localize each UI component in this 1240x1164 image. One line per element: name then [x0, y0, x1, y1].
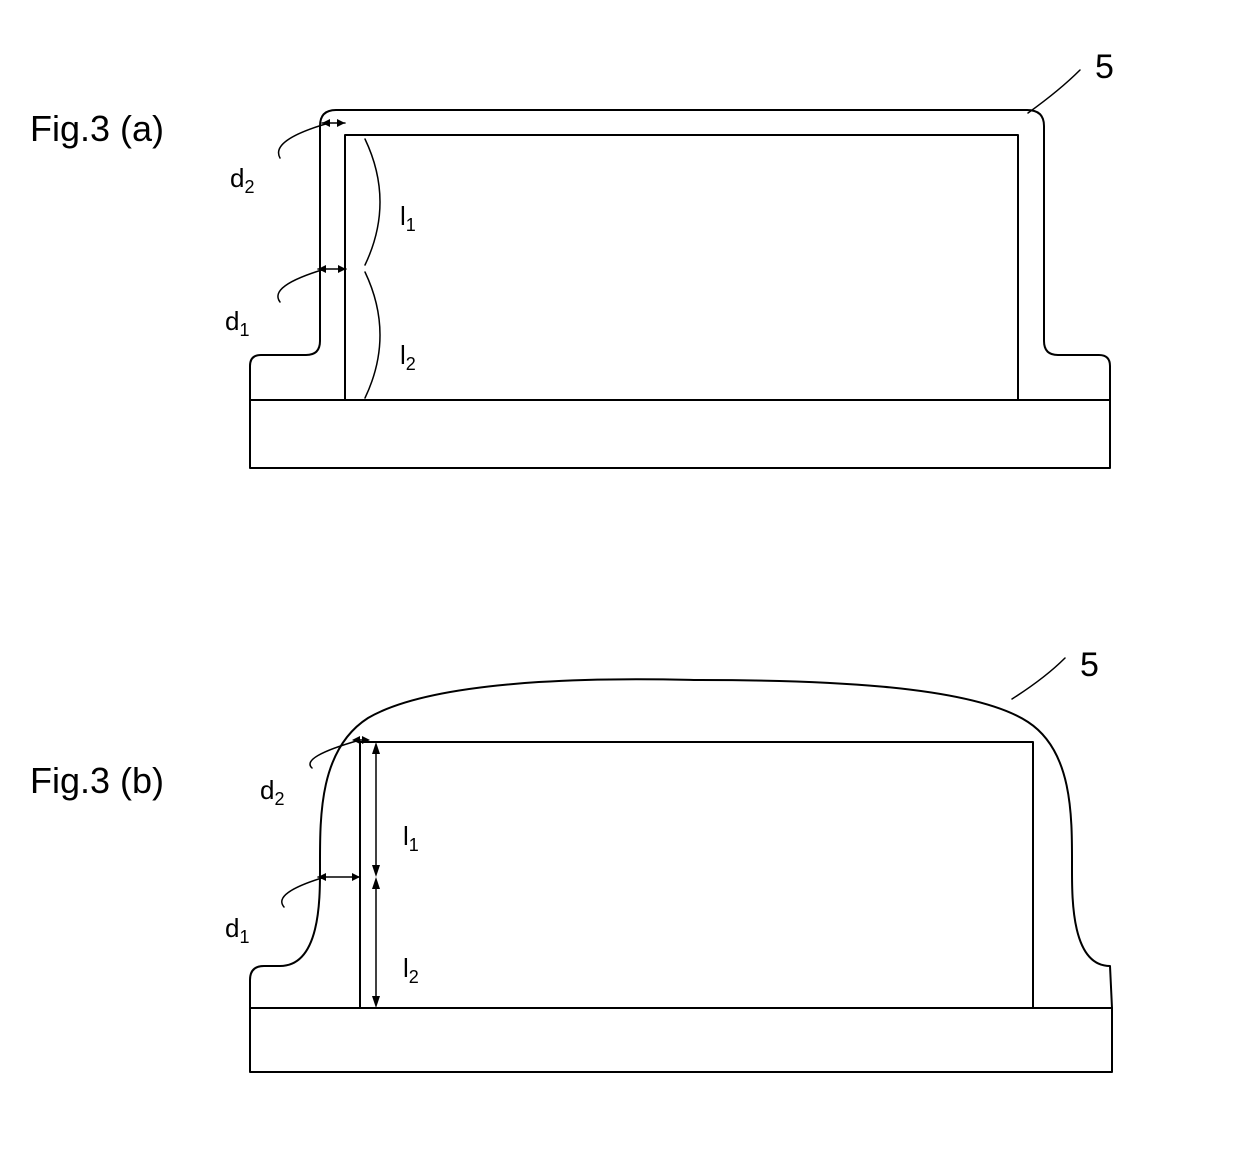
label-sub-2: 2 — [406, 354, 416, 374]
figure-b-d1-label: d1 — [225, 913, 249, 948]
figure-b-diagram — [190, 640, 1120, 1080]
label-d: d — [225, 913, 239, 943]
label-d: d — [230, 163, 244, 193]
figure-a-d1-label: d1 — [225, 306, 249, 341]
figure-b-l1-label: l1 — [403, 821, 419, 856]
label-sub-2: 2 — [274, 789, 284, 809]
label-sub-2: 2 — [244, 177, 254, 197]
figure-a-l2-label: l2 — [400, 340, 416, 375]
label-sub-1: 1 — [409, 835, 419, 855]
label-sub-1: 1 — [406, 215, 416, 235]
figure-a-diagram — [190, 60, 1120, 490]
figure-b-5-label: 5 — [1080, 646, 1099, 685]
figure-a-title: Fig.3 (a) — [30, 108, 164, 150]
figure-a-l1-label: l1 — [400, 201, 416, 236]
label-sub-2: 2 — [409, 967, 419, 987]
label-d: d — [225, 306, 239, 336]
figure-b-title: Fig.3 (b) — [30, 760, 164, 802]
label-sub-1: 1 — [239, 927, 249, 947]
figure-a-5-label: 5 — [1095, 48, 1114, 87]
label-sub-1: 1 — [239, 320, 249, 340]
page: Fig.3 (a) d2 d1 l1 l2 — [0, 0, 1240, 1164]
figure-b-d2-label: d2 — [260, 775, 284, 810]
figure-b-l2-label: l2 — [403, 953, 419, 988]
figure-a-d2-label: d2 — [230, 163, 254, 198]
label-d: d — [260, 775, 274, 805]
